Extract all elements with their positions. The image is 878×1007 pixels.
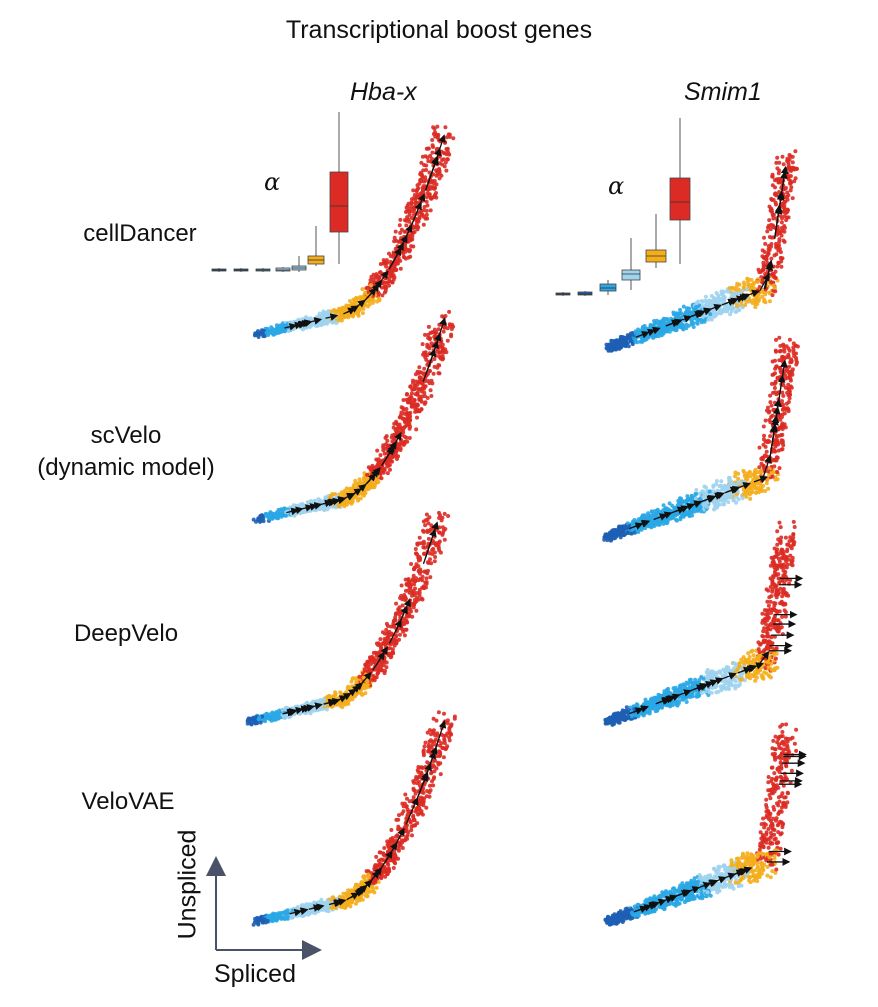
alpha-boxplot-hba-x	[211, 112, 349, 272]
alpha-boxplots	[211, 112, 691, 296]
scatter-panel-hba-x-0	[252, 124, 456, 339]
axis-indicator	[206, 856, 322, 960]
scatter-panel-smim1-0	[604, 149, 799, 353]
scatter-panel-smim1-2	[603, 519, 804, 727]
scatter-panel-hba-x-3	[251, 710, 457, 927]
method-label-celldancer: cellDancer	[83, 220, 197, 247]
gene-label-hba-x: Hba-x	[350, 78, 417, 106]
alpha-boxplot-smim1	[555, 118, 691, 296]
alpha-label-hba-x: α	[264, 168, 281, 196]
scatter-panel-smim1-1	[602, 335, 800, 543]
figure-title: Transcriptional boost genes	[285, 16, 593, 44]
scatter-panels	[245, 124, 807, 927]
scatter-panel-hba-x-2	[245, 510, 451, 727]
method-label-deepvelo: DeepVelo	[73, 620, 179, 647]
scatter-panel-smim1-3	[603, 722, 807, 927]
method-label-scvelo: scVelo (dynamic model)	[37, 422, 215, 481]
y-axis-label: Unspliced	[173, 829, 202, 940]
gene-label-smim1: Smim1	[684, 78, 762, 106]
method-label-velovae: VeloVAE	[81, 788, 175, 815]
x-axis-label: Spliced	[214, 960, 296, 988]
alpha-label-smim1: α	[608, 172, 625, 200]
scatter-panel-hba-x-1	[251, 309, 456, 524]
